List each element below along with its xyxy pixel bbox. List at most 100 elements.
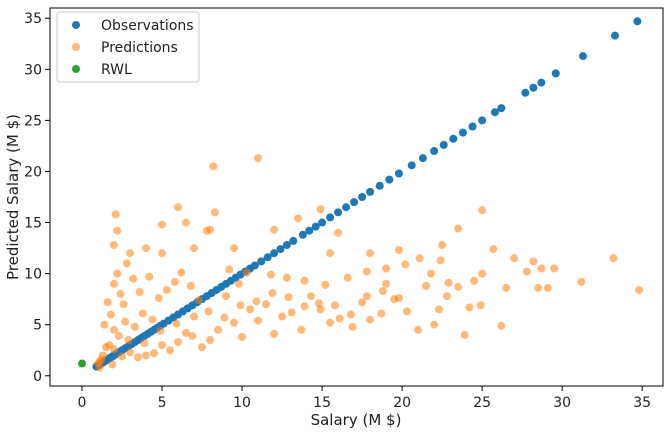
point-predictions-141 [346, 310, 355, 319]
point-predictions-8 [182, 218, 191, 227]
point-predictions-119 [110, 325, 119, 334]
point-predictions-57 [326, 318, 335, 327]
point-predictions-97 [122, 259, 131, 268]
point-predictions-77 [158, 341, 167, 350]
x-axis-label: Salary (M $) [311, 411, 402, 429]
legend: Observations Predictions RWL [56, 11, 200, 83]
point-predictions-58 [316, 305, 325, 314]
point-predictions-130 [172, 319, 181, 328]
point-predictions-139 [314, 299, 323, 308]
point-predictions-96 [119, 300, 128, 309]
point-observations-52 [289, 236, 298, 245]
point-predictions-98 [129, 274, 138, 283]
x-tick-label-10: 10 [233, 395, 251, 411]
point-predictions-56 [335, 314, 344, 323]
point-predictions-0 [209, 162, 218, 171]
point-predictions-21 [326, 249, 335, 258]
point-predictions-7 [478, 206, 487, 215]
point-predictions-67 [238, 332, 247, 341]
point-predictions-120 [114, 331, 123, 340]
point-predictions-111 [282, 273, 291, 282]
point-predictions-43 [465, 303, 474, 312]
point-predictions-117 [401, 260, 410, 269]
plot-frame [49, 7, 664, 387]
point-observations-50 [276, 245, 285, 254]
point-predictions-61 [287, 308, 296, 317]
point-predictions-128 [140, 339, 149, 348]
point-observations-61 [358, 193, 367, 201]
point-predictions-142 [362, 292, 371, 301]
point-predictions-44 [460, 330, 469, 339]
point-observations-56 [318, 218, 327, 227]
point-predictions-114 [343, 273, 352, 282]
point-predictions-94 [113, 269, 122, 278]
point-predictions-25 [415, 254, 424, 263]
point-predictions-95 [116, 290, 125, 299]
point-predictions-9 [113, 226, 122, 235]
point-predictions-80 [134, 353, 143, 362]
point-predictions-50 [402, 307, 411, 316]
point-predictions-125 [95, 363, 104, 372]
point-predictions-52 [377, 309, 386, 318]
point-predictions-41 [470, 276, 479, 285]
point-predictions-23 [382, 264, 391, 273]
point-predictions-112 [300, 276, 309, 285]
point-predictions-126 [108, 360, 117, 369]
point-predictions-124 [148, 315, 157, 324]
x-tick-label-35: 35 [633, 395, 651, 411]
point-predictions-22 [366, 249, 375, 258]
point-predictions-138 [300, 302, 309, 311]
point-observations-80 [578, 52, 587, 61]
point-predictions-53 [366, 315, 375, 324]
series-rwl [78, 359, 87, 368]
point-predictions-16 [206, 225, 215, 234]
point-predictions-85 [102, 343, 111, 352]
y-tick-label-30: 30 [24, 62, 42, 78]
point-predictions-11 [126, 249, 135, 258]
point-observations-71 [458, 128, 467, 137]
point-observations-47 [257, 257, 266, 266]
series-predictions [94, 154, 643, 372]
point-predictions-49 [414, 325, 423, 334]
point-predictions-101 [154, 294, 163, 303]
point-predictions-79 [142, 351, 151, 360]
point-predictions-59 [306, 292, 315, 301]
point-predictions-55 [348, 322, 357, 331]
point-predictions-35 [577, 277, 586, 286]
point-predictions-102 [162, 285, 171, 294]
x-tick-label-30: 30 [553, 395, 571, 411]
point-predictions-143 [378, 286, 387, 295]
point-predictions-40 [478, 269, 487, 278]
point-predictions-32 [550, 264, 559, 273]
point-predictions-36 [534, 283, 543, 292]
point-predictions-45 [497, 321, 506, 330]
point-predictions-1 [254, 154, 263, 163]
point-predictions-106 [194, 296, 203, 305]
legend-label-predictions: Predictions [101, 40, 178, 56]
point-predictions-70 [214, 325, 223, 334]
point-observations-78 [537, 78, 546, 87]
point-observations-64 [385, 175, 394, 184]
point-predictions-4 [158, 220, 167, 229]
point-predictions-18 [294, 214, 303, 223]
point-predictions-144 [394, 294, 403, 303]
point-predictions-108 [234, 279, 243, 288]
point-predictions-47 [434, 305, 443, 314]
y-tick-label-10: 10 [24, 267, 42, 283]
point-observations-76 [521, 88, 530, 97]
point-predictions-90 [100, 320, 109, 329]
point-predictions-121 [121, 317, 130, 326]
point-observations-54 [305, 226, 314, 235]
point-predictions-105 [186, 281, 195, 290]
point-predictions-118 [426, 269, 435, 278]
point-predictions-2 [111, 210, 120, 219]
point-predictions-74 [182, 328, 191, 337]
point-predictions-54 [358, 298, 367, 307]
point-predictions-140 [330, 301, 339, 310]
point-predictions-99 [135, 288, 144, 297]
legend-box [56, 11, 200, 83]
point-predictions-147 [476, 301, 485, 310]
point-predictions-34 [634, 285, 643, 294]
